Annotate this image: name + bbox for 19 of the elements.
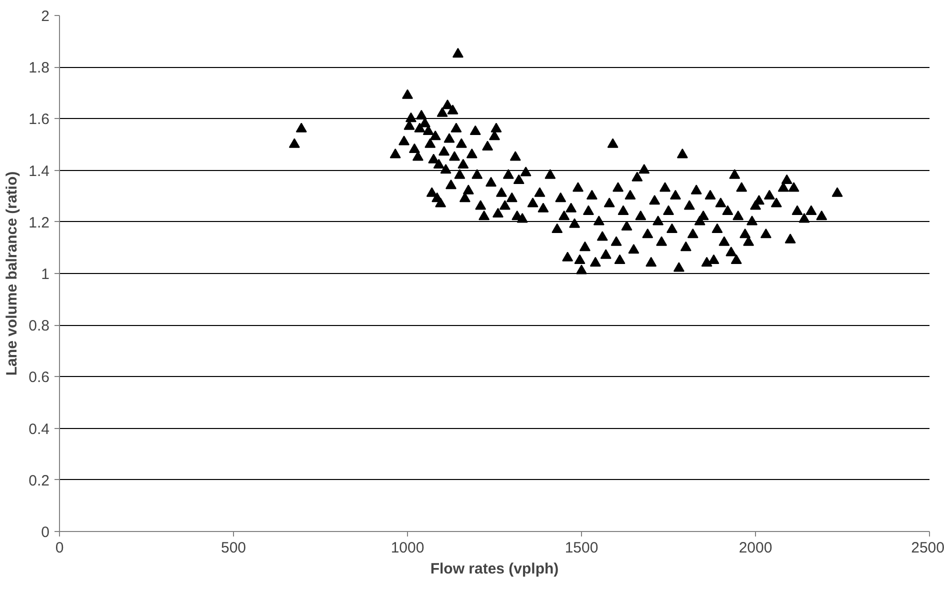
x-tick-label: 1500	[564, 540, 598, 556]
x-tick-label: 1000	[390, 540, 424, 556]
y-tick-label: 1.2	[28, 214, 50, 232]
x-tick-label: 500	[220, 540, 246, 556]
y-tick-label: 1.6	[28, 111, 50, 128]
y-tick-label: 0.8	[28, 318, 50, 335]
y-tick-label: 0	[41, 524, 50, 541]
y-tick-label: 0.6	[28, 369, 50, 386]
y-tick-label: 0.2	[28, 472, 50, 490]
y-tick-label: 2	[41, 8, 50, 25]
x-tick-label: 2000	[738, 540, 772, 556]
y-axis-title: Lane volume balrance (ratio)	[4, 171, 21, 376]
x-tick-label: 2500	[911, 540, 944, 556]
y-tick-label: 1.8	[28, 60, 50, 77]
x-tick-label: 0	[55, 540, 64, 556]
y-tick-label: 1.4	[28, 162, 50, 180]
y-tick-label: 1	[41, 266, 50, 283]
y-tick-label: 0.4	[28, 420, 50, 438]
x-axis-title: Flow rates (vplph)	[430, 560, 559, 578]
